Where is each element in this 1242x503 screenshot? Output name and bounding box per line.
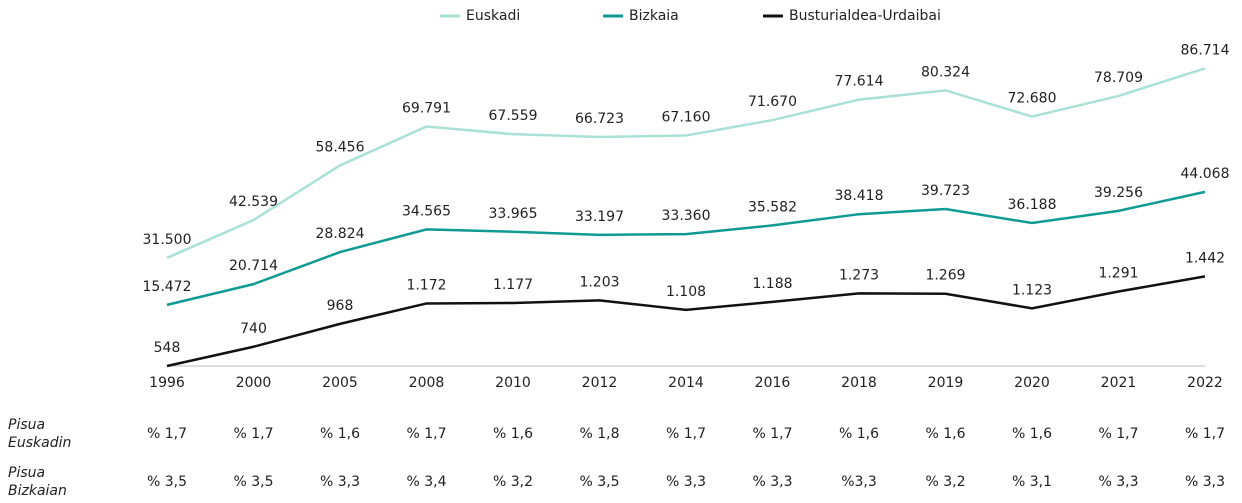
table-cell: % 1,6 (925, 426, 965, 442)
table-cell: % 1,6 (839, 426, 879, 442)
data-label: 1.123 (1012, 282, 1052, 298)
legend-label: Euskadi (466, 8, 520, 24)
data-label: 1.291 (1098, 266, 1138, 282)
table-cell: % 3,3 (1185, 474, 1225, 490)
row-label: Bizkaian (8, 483, 67, 499)
x-tick-label: 2020 (1014, 375, 1050, 391)
table-cell: % 1,7 (147, 426, 187, 442)
data-label: 1.273 (839, 267, 879, 283)
table-cell: % 1,8 (579, 426, 619, 442)
x-tick-label: 2019 (928, 375, 964, 391)
table-cell: % 1,6 (493, 426, 533, 442)
table-cell: % 1,7 (233, 426, 273, 442)
series-line (166, 67, 1206, 260)
data-label: 34.565 (402, 203, 451, 219)
data-label: 33.965 (489, 206, 538, 222)
data-label: 740 (240, 321, 267, 337)
data-label: 58.456 (316, 139, 365, 155)
data-label: 77.614 (835, 74, 884, 90)
data-label: 39.723 (921, 183, 970, 199)
table-cell: % 3,1 (1012, 474, 1052, 490)
data-label: 33.360 (662, 208, 711, 224)
table-cell: % 3,4 (406, 474, 446, 490)
table-cell: % 1,7 (1185, 426, 1225, 442)
table-cell: % 1,7 (666, 426, 706, 442)
x-tick-label: 2005 (322, 375, 358, 391)
data-label: 66.723 (575, 111, 624, 127)
table-cell: % 1,7 (1098, 426, 1138, 442)
table-cell: % 3,3 (1098, 474, 1138, 490)
table-cell: % 1,7 (406, 426, 446, 442)
data-label: 31.500 (143, 232, 192, 248)
x-tick-label: 2014 (668, 375, 704, 391)
x-tick-label: 1996 (149, 375, 185, 391)
data-label: 78.709 (1094, 70, 1143, 86)
table-cell: % 1,7 (752, 426, 792, 442)
data-label: 1.442 (1185, 250, 1225, 266)
table-cell: %3,3 (841, 474, 877, 490)
legend-label: Bizkaia (629, 8, 679, 24)
data-label: 1.108 (666, 284, 706, 300)
table-cell: % 3,3 (752, 474, 792, 490)
table-cell: % 3,3 (320, 474, 360, 490)
x-tick-label: 2022 (1187, 375, 1223, 391)
data-label: 1.188 (752, 276, 792, 292)
table-cell: % 3,5 (579, 474, 619, 490)
x-tick-label: 2018 (841, 375, 877, 391)
data-label: 1.177 (493, 277, 533, 293)
x-tick-label: 2008 (409, 375, 445, 391)
table-cell: % 3,3 (666, 474, 706, 490)
data-label: 968 (327, 298, 354, 314)
legend-label: Busturialdea-Urdaibai (789, 8, 941, 24)
row-label: Pisua (8, 465, 45, 481)
data-label: 38.418 (835, 188, 884, 204)
table-cell: % 3,2 (493, 474, 533, 490)
data-label: 39.256 (1094, 185, 1143, 201)
x-tick-label: 2012 (582, 375, 618, 391)
data-label: 548 (154, 340, 181, 356)
series-line (166, 190, 1206, 307)
data-label: 35.582 (748, 199, 797, 215)
data-label: 1.203 (579, 274, 619, 290)
data-label: 69.791 (402, 101, 451, 117)
table-cell: % 1,6 (320, 426, 360, 442)
x-tick-label: 2010 (495, 375, 531, 391)
row-label: Euskadin (8, 435, 71, 451)
table-cell: % 3,5 (147, 474, 187, 490)
x-tick-label: 2000 (236, 375, 272, 391)
data-label: 72.680 (1008, 91, 1057, 107)
row-label: Pisua (8, 417, 45, 433)
data-label: 67.160 (662, 110, 711, 126)
table-cell: % 3,2 (925, 474, 965, 490)
data-label: 80.324 (921, 64, 970, 80)
data-label: 28.824 (316, 226, 365, 242)
series-line (166, 275, 1206, 368)
data-label: 36.188 (1008, 197, 1057, 213)
table-cell: % 3,5 (233, 474, 273, 490)
data-label: 71.670 (748, 94, 797, 110)
table-cell: % 1,6 (1012, 426, 1052, 442)
data-label: 44.068 (1181, 166, 1230, 182)
data-label: 1.172 (406, 277, 446, 293)
data-label: 33.197 (575, 209, 624, 225)
data-label: 67.559 (489, 108, 538, 124)
x-tick-label: 2021 (1101, 375, 1137, 391)
x-tick-label: 2016 (755, 375, 791, 391)
data-label: 86.714 (1181, 42, 1230, 58)
data-label: 15.472 (143, 279, 192, 295)
data-label: 20.714 (229, 258, 278, 274)
data-label: 1.269 (925, 268, 965, 284)
data-label: 42.539 (229, 194, 278, 210)
